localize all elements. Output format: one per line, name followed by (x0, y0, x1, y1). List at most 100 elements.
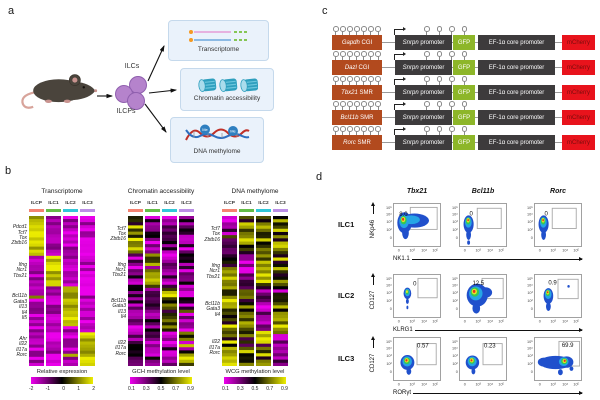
svg-text:10⁵: 10⁵ (432, 383, 438, 387)
cpg-lollipop-icon (461, 101, 467, 110)
svg-text:10²: 10² (452, 228, 458, 232)
heatmap-column-header: ILC3 (82, 201, 93, 206)
svg-text:0.9: 0.9 (548, 281, 557, 287)
arrow-to-methylome (144, 103, 167, 133)
svg-text:12.5: 12.5 (472, 281, 484, 287)
svg-text:10³: 10³ (386, 291, 392, 295)
cpg-lollipop-icon (461, 76, 467, 85)
heatmap-column-color-bar (29, 209, 44, 212)
svg-text:10⁴: 10⁴ (452, 213, 458, 217)
cpg-lollipop-icon (340, 101, 346, 110)
svg-text:10⁴: 10⁴ (562, 383, 568, 387)
methylome-box: Me Me DNA methylome (170, 117, 264, 163)
cpg-lollipops-insert (333, 76, 381, 85)
svg-text:0: 0 (539, 249, 541, 253)
gene-group-labels: Tcf7 Tox Zbtb16 (204, 226, 220, 243)
cpg-lollipop-icon (340, 26, 346, 35)
cpg-lollipop-icon (375, 126, 381, 135)
svg-text:0: 0 (413, 282, 417, 288)
flow-x-axis-label: KLRG1 (393, 327, 413, 333)
heatmap-legend-ticks: -2 -1 0 1 2 (29, 386, 95, 392)
heatmap-legend-gradient (130, 377, 192, 384)
svg-text:10²: 10² (452, 299, 458, 303)
svg-text:10⁵: 10⁵ (432, 320, 438, 324)
flow-plot: 0.9 10⁵ 10⁴ 10³ 10² 0 0 10³ 10⁴ 10⁵ (527, 274, 582, 324)
cpg-lollipop-icon (361, 126, 367, 135)
cpg-lollipops-insert (333, 126, 381, 135)
heatmap-column-color-bar (179, 209, 194, 212)
heatmap-column-color-bar (273, 209, 288, 212)
svg-text:Me: Me (202, 127, 208, 132)
mcherry-box: mCherry (562, 135, 595, 150)
rna-icon (188, 29, 247, 42)
insert-box: Gapdh CGI (332, 35, 382, 50)
heatmap-legend-label: WCG methylation level (225, 369, 285, 375)
gene-group-labels: Ahr Il22 Il17a Rorc (16, 335, 27, 359)
gene-group-labels: Bcl11b Gata3 Il13 Il4 (111, 297, 126, 321)
heatmap-column-header: ILC2 (258, 201, 269, 206)
gene-group-labels: Bcl11b Gata3 Il4 (205, 301, 220, 318)
heatmap-legend-label: GCH methylation level (132, 369, 190, 375)
cpg-lollipop-icon (354, 126, 360, 135)
cpg-lollipop-icon (361, 76, 367, 85)
svg-text:10⁴: 10⁴ (527, 284, 533, 288)
svg-text:10⁵: 10⁵ (498, 249, 504, 253)
svg-text:10³: 10³ (527, 220, 533, 224)
flow-plot: 69.9 10⁵ 10⁴ 10³ 10² 0 0 10³ 10⁴ 10⁵ (527, 337, 582, 387)
heatmap-column-header: ILCP (31, 201, 42, 206)
svg-text:10²: 10² (386, 299, 392, 303)
svg-text:10³: 10³ (475, 320, 481, 324)
flow-y-axis-label: CD127 (370, 290, 376, 310)
heatmap-column-header: ILC1 (48, 201, 59, 206)
svg-text:0.23: 0.23 (484, 344, 496, 350)
methylome-label: DNA methylome (193, 148, 241, 156)
me-mark-icon: Me (228, 126, 238, 137)
x-axis-arrow-icon (411, 256, 584, 261)
svg-text:10²: 10² (386, 228, 392, 232)
svg-text:10³: 10³ (409, 249, 415, 253)
ef1a-promoter-box: EF-1α core promoter (478, 85, 555, 100)
svg-text:10⁵: 10⁵ (498, 383, 504, 387)
svg-text:10³: 10³ (527, 291, 533, 295)
cpg-lollipop-icon (424, 101, 430, 110)
heatmap-column-color-bar (239, 209, 254, 212)
cpg-lollipops-promoter (424, 101, 467, 110)
cpg-lollipop-icon (424, 76, 430, 85)
cpg-lollipop-icon (333, 101, 339, 110)
cpg-lollipop-icon (347, 126, 353, 135)
mcherry-box: mCherry (562, 35, 595, 50)
svg-text:0: 0 (464, 249, 466, 253)
y-axis-arrow-icon (371, 202, 376, 214)
cpg-lollipop-icon (368, 26, 374, 35)
cpg-lollipops-insert (333, 51, 381, 60)
svg-text:0: 0 (456, 307, 458, 311)
heatmap-column-header: ILC2 (65, 201, 76, 206)
heatmap-column-color-bar (256, 209, 271, 212)
flow-x-axis: NK1.1 (393, 256, 584, 262)
cpg-lollipop-icon (449, 101, 455, 110)
svg-text:0: 0 (531, 370, 533, 374)
panel-a-label: a (8, 5, 15, 17)
svg-text:10²: 10² (527, 228, 533, 232)
cpg-lollipop-icon (368, 76, 374, 85)
svg-text:10³: 10³ (409, 320, 415, 324)
insert-box: Rorc SMR (332, 135, 382, 150)
svg-text:0: 0 (539, 320, 541, 324)
arrow-to-transcriptome (147, 44, 165, 82)
cpg-lollipop-icon (368, 126, 374, 135)
svg-text:10⁴: 10⁴ (527, 213, 533, 217)
svg-text:10⁵: 10⁵ (573, 320, 579, 324)
heatmap-column-color-bar (80, 209, 95, 212)
mcherry-box: mCherry (562, 85, 595, 100)
flow-plot: 0.23 10⁵ 10⁴ 10³ 10² 0 0 10³ 10⁴ 10⁵ (452, 337, 507, 387)
gfp-box: GFP (453, 85, 475, 100)
cpg-lollipop-icon (354, 51, 360, 60)
cpg-lollipop-icon (340, 126, 346, 135)
flow-x-axis: KLRG1 (393, 327, 584, 333)
svg-text:10⁴: 10⁴ (421, 320, 427, 324)
svg-text:10³: 10³ (475, 249, 481, 253)
cpg-lollipop-icon (436, 26, 442, 35)
gene-group-labels: Pdcd1 Tcf7 Tox Zbtb16 (11, 224, 27, 247)
x-axis-arrow-icon (414, 327, 584, 332)
cpg-lollipop-icon (361, 101, 367, 110)
